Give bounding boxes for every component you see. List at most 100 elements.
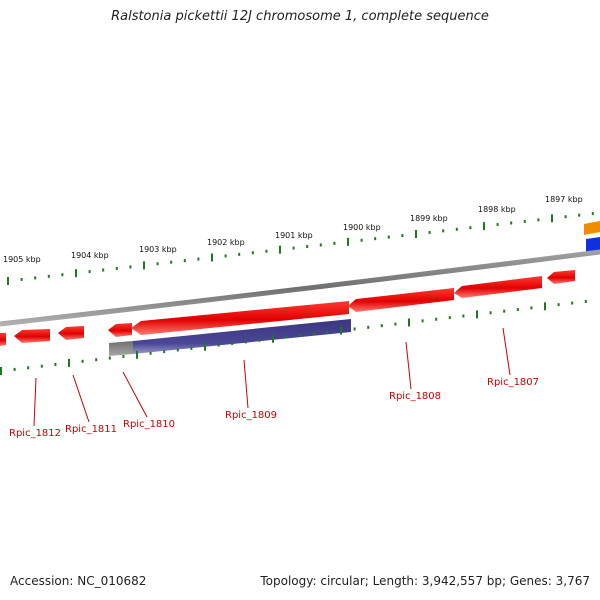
scale-label: 1904 kbp bbox=[71, 251, 109, 260]
gene-label: Rpic_1809 bbox=[225, 410, 277, 421]
major-tick bbox=[544, 302, 546, 311]
scale-label: 1905 kbp bbox=[3, 255, 41, 264]
major-tick bbox=[551, 214, 553, 223]
upper-scale-ticks bbox=[7, 212, 594, 285]
gene-arrow bbox=[0, 333, 6, 346]
minor-tick bbox=[88, 270, 91, 274]
minor-tick bbox=[292, 246, 295, 250]
gene-label: Rpic_1812 bbox=[9, 428, 61, 439]
minor-tick bbox=[285, 335, 288, 339]
major-tick bbox=[0, 367, 2, 375]
scale-label: 1901 kbp bbox=[275, 231, 313, 240]
minor-tick bbox=[469, 226, 472, 230]
accession-text: Accession: NC_010682 bbox=[10, 574, 147, 588]
scale-labels: 1905 kbp 1904 kbp 1903 kbp 1902 kbp 1901… bbox=[3, 195, 583, 264]
major-tick bbox=[7, 277, 9, 285]
reverse-gene-arrows bbox=[0, 270, 575, 346]
minor-tick bbox=[47, 274, 50, 278]
gene-arrow bbox=[348, 288, 454, 312]
major-tick bbox=[75, 269, 77, 278]
minor-tick bbox=[108, 356, 111, 360]
minor-tick bbox=[115, 266, 118, 270]
gene-arrow bbox=[58, 326, 84, 340]
minor-tick bbox=[523, 219, 526, 223]
minor-tick bbox=[387, 235, 390, 239]
minor-tick bbox=[129, 265, 132, 269]
major-tick bbox=[211, 253, 213, 262]
leader-line bbox=[33, 377, 37, 427]
minor-tick bbox=[217, 343, 220, 347]
minor-tick bbox=[40, 364, 43, 368]
minor-tick bbox=[435, 317, 438, 321]
minor-tick bbox=[149, 351, 152, 355]
major-tick bbox=[483, 222, 485, 231]
gene-arrow bbox=[454, 276, 542, 298]
leader-line bbox=[122, 371, 148, 418]
minor-tick bbox=[13, 367, 16, 371]
scale-label: 1899 kbp bbox=[410, 214, 448, 223]
minor-tick bbox=[516, 308, 519, 312]
scale-label: 1900 kbp bbox=[343, 223, 381, 232]
minor-tick bbox=[380, 324, 383, 328]
minor-tick bbox=[510, 221, 513, 225]
major-tick bbox=[272, 334, 274, 343]
lower-scale-ticks bbox=[0, 299, 587, 375]
minor-tick bbox=[367, 325, 370, 329]
minor-tick bbox=[503, 309, 506, 313]
gene-arrow bbox=[14, 329, 50, 343]
scale-label: 1902 kbp bbox=[207, 238, 245, 247]
gene-label: Rpic_1811 bbox=[65, 424, 117, 435]
leader-line bbox=[243, 359, 249, 409]
minor-tick bbox=[326, 330, 329, 334]
minor-tick bbox=[584, 299, 587, 303]
minor-tick bbox=[258, 338, 261, 342]
minor-tick bbox=[122, 354, 125, 358]
topology-text: Topology: circular; Length: 3,942,557 bp… bbox=[260, 574, 590, 588]
scale-label: 1903 kbp bbox=[139, 245, 177, 254]
minor-tick bbox=[537, 218, 540, 222]
map-title: Ralstonia pickettii 12J chromosome 1, co… bbox=[111, 9, 489, 24]
minor-tick bbox=[224, 254, 227, 258]
minor-tick bbox=[163, 350, 166, 354]
minor-tick bbox=[394, 322, 397, 326]
major-tick bbox=[347, 237, 349, 246]
gene-label: Rpic_1807 bbox=[487, 377, 539, 388]
minor-tick bbox=[251, 251, 254, 255]
gene-labels: Rpic_1812 Rpic_1811 Rpic_1810 Rpic_1809 … bbox=[9, 377, 539, 439]
minor-tick bbox=[571, 301, 574, 305]
minor-tick bbox=[591, 212, 594, 216]
major-tick bbox=[340, 326, 342, 335]
minor-tick bbox=[54, 363, 57, 367]
minor-tick bbox=[20, 277, 23, 281]
leader-line bbox=[405, 341, 412, 390]
minor-tick bbox=[244, 340, 247, 344]
minor-tick bbox=[190, 346, 193, 350]
minor-tick bbox=[306, 245, 309, 249]
leader-line bbox=[502, 327, 511, 376]
minor-tick bbox=[299, 333, 302, 337]
gene-arrow bbox=[131, 301, 349, 335]
minor-tick bbox=[401, 234, 404, 238]
minor-tick bbox=[197, 257, 200, 261]
minor-tick bbox=[564, 215, 567, 219]
minor-tick bbox=[27, 366, 30, 370]
genome-backbone bbox=[0, 249, 600, 327]
forward-feature-orange bbox=[584, 221, 600, 235]
minor-tick bbox=[176, 348, 179, 352]
minor-tick bbox=[231, 342, 234, 346]
major-tick bbox=[476, 310, 478, 319]
minor-tick bbox=[238, 252, 241, 256]
minor-tick bbox=[265, 249, 268, 253]
minor-tick bbox=[421, 319, 424, 323]
leader-line bbox=[72, 374, 90, 423]
gene-arrow bbox=[108, 323, 132, 337]
minor-tick bbox=[81, 359, 84, 363]
gene-arrow bbox=[547, 270, 575, 284]
minor-tick bbox=[360, 238, 363, 242]
minor-tick bbox=[183, 259, 186, 263]
scale-label: 1898 kbp bbox=[478, 205, 516, 214]
minor-tick bbox=[353, 327, 356, 331]
minor-tick bbox=[156, 262, 159, 266]
major-tick bbox=[204, 342, 206, 351]
major-tick bbox=[408, 318, 410, 327]
